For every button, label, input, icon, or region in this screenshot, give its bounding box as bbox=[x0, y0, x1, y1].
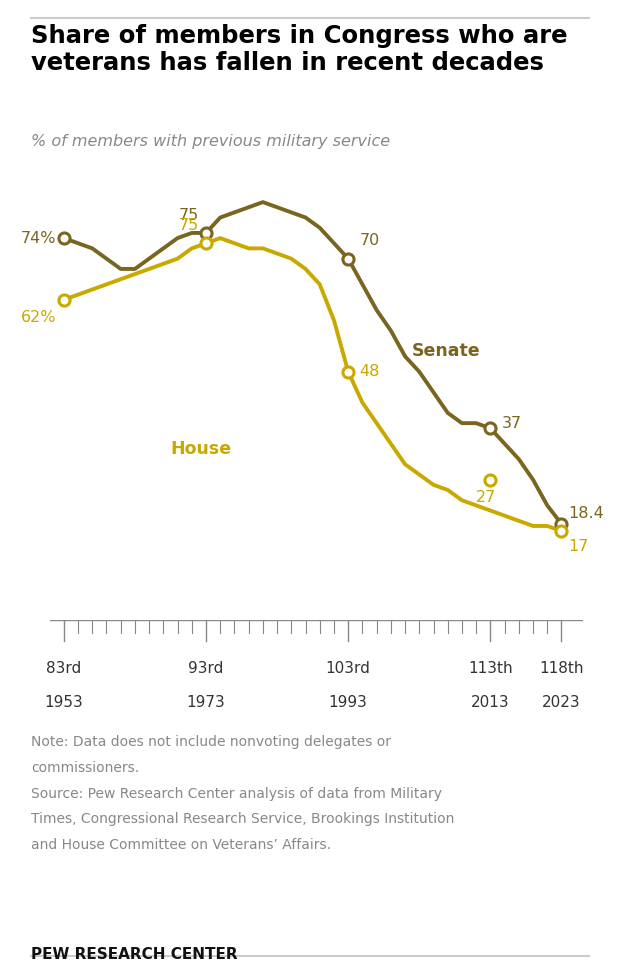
Text: 2013: 2013 bbox=[471, 695, 510, 710]
Text: Share of members in Congress who are
veterans has fallen in recent decades: Share of members in Congress who are vet… bbox=[31, 24, 567, 75]
Text: Times, Congressional Research Service, Brookings Institution: Times, Congressional Research Service, B… bbox=[31, 812, 454, 826]
Text: 118th: 118th bbox=[539, 660, 583, 676]
Text: 93rd: 93rd bbox=[188, 660, 224, 676]
Text: 37: 37 bbox=[502, 416, 522, 431]
Text: 1953: 1953 bbox=[45, 695, 83, 710]
Text: 113th: 113th bbox=[468, 660, 513, 676]
Text: 1973: 1973 bbox=[187, 695, 226, 710]
Text: 18.4: 18.4 bbox=[569, 506, 604, 521]
Text: House: House bbox=[170, 440, 232, 458]
Text: PEW RESEARCH CENTER: PEW RESEARCH CENTER bbox=[31, 947, 237, 961]
Text: 74%: 74% bbox=[21, 231, 56, 245]
Text: 70: 70 bbox=[360, 234, 380, 248]
Text: Source: Pew Research Center analysis of data from Military: Source: Pew Research Center analysis of … bbox=[31, 787, 442, 801]
Text: 75: 75 bbox=[179, 218, 199, 233]
Text: commissioners.: commissioners. bbox=[31, 761, 139, 774]
Text: 83rd: 83rd bbox=[46, 660, 81, 676]
Text: 75: 75 bbox=[179, 207, 199, 223]
Text: 2023: 2023 bbox=[542, 695, 581, 710]
Text: 48: 48 bbox=[360, 364, 380, 379]
Text: 62%: 62% bbox=[21, 310, 56, 325]
Text: 27: 27 bbox=[476, 490, 497, 505]
Text: and House Committee on Veterans’ Affairs.: and House Committee on Veterans’ Affairs… bbox=[31, 838, 331, 851]
Text: Note: Data does not include nonvoting delegates or: Note: Data does not include nonvoting de… bbox=[31, 735, 391, 749]
Text: 17: 17 bbox=[569, 539, 589, 554]
Text: % of members with previous military service: % of members with previous military serv… bbox=[31, 134, 390, 149]
Text: 103rd: 103rd bbox=[326, 660, 371, 676]
Text: 1993: 1993 bbox=[329, 695, 368, 710]
Text: Senate: Senate bbox=[412, 342, 480, 360]
